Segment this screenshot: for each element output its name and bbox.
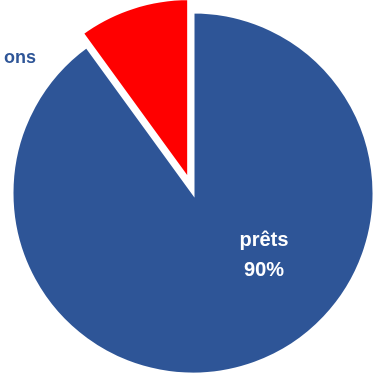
- slices-layer: [10, 0, 374, 376]
- labels-layer: prêts 90% ons: [4, 47, 288, 281]
- slice-loans: [10, 10, 374, 376]
- slice-label-loans-name: prêts: [240, 229, 289, 251]
- slice-label-loans-value: 90%: [244, 259, 284, 281]
- slice-label-other-name: ons: [4, 47, 36, 67]
- slice-other: [80, 0, 191, 185]
